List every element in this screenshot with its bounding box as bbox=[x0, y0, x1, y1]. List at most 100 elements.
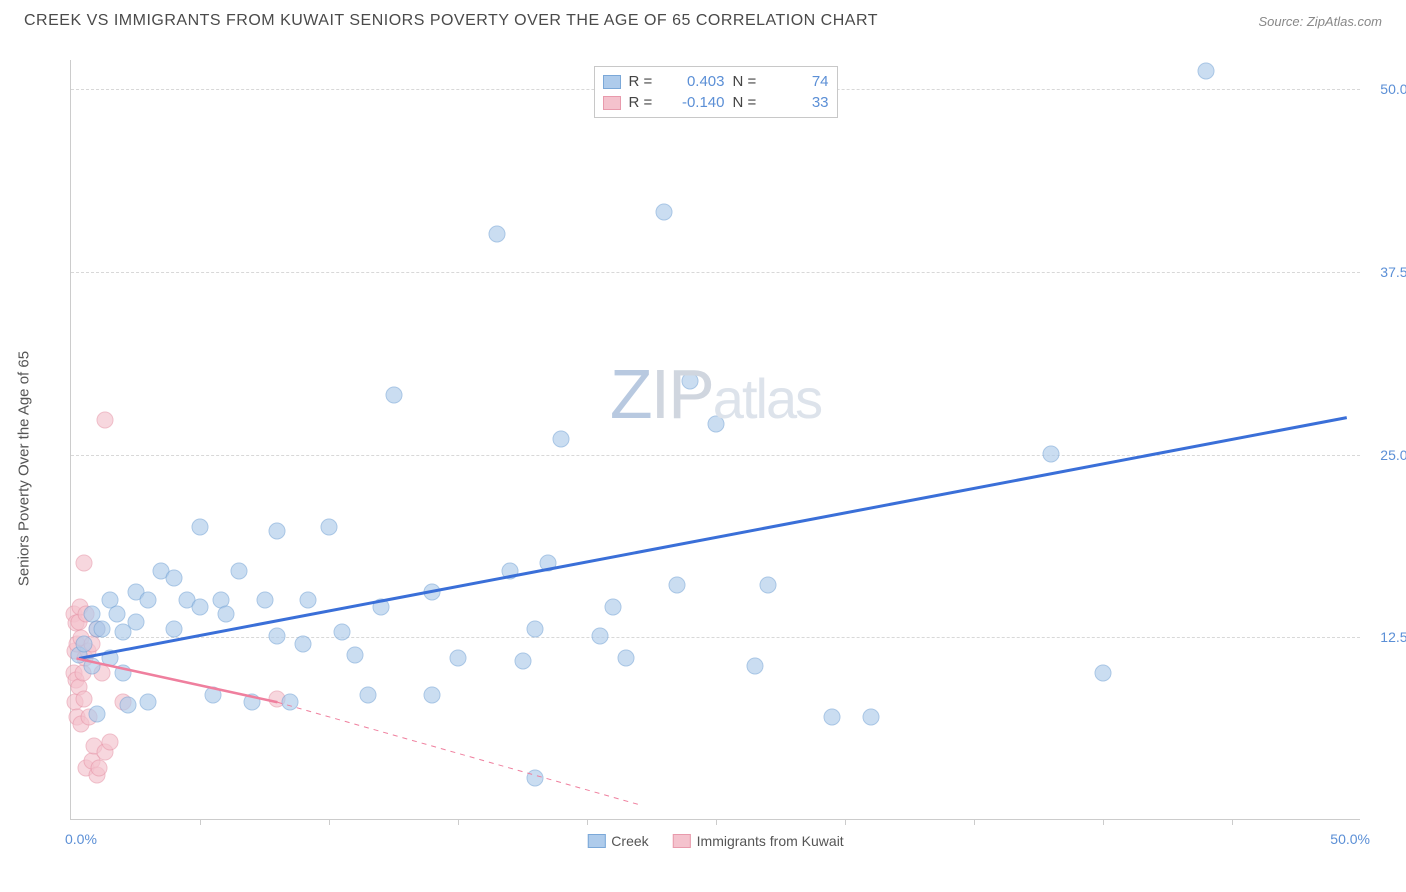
creek-point bbox=[192, 518, 209, 535]
r-label: R = bbox=[629, 94, 659, 111]
plot-area: ZIPatlas R =0.403N =74R =-0.140N =33 Cre… bbox=[70, 60, 1360, 820]
x-tick bbox=[845, 819, 846, 825]
creek-point bbox=[101, 650, 118, 667]
creek-point bbox=[1095, 664, 1112, 681]
creek-point bbox=[759, 577, 776, 594]
creek-point bbox=[824, 708, 841, 725]
creek-point bbox=[1043, 445, 1060, 462]
creek-point bbox=[88, 705, 105, 722]
legend-swatch bbox=[673, 834, 691, 848]
creek-point bbox=[708, 416, 725, 433]
creek-point bbox=[140, 694, 157, 711]
kuwait-point bbox=[91, 759, 108, 776]
creek-point bbox=[119, 697, 136, 714]
creek-point bbox=[114, 664, 131, 681]
creek-point bbox=[192, 599, 209, 616]
creek-point bbox=[300, 591, 317, 608]
x-tick bbox=[587, 819, 588, 825]
creek-point bbox=[746, 657, 763, 674]
creek-point bbox=[553, 431, 570, 448]
gridline bbox=[71, 272, 1360, 273]
source-label: Source: ZipAtlas.com bbox=[1258, 14, 1382, 29]
correlation-legend: R = 0.403 N = 74 R = -0.140 N = 33 bbox=[594, 66, 838, 118]
creek-point bbox=[166, 621, 183, 638]
series-legend: Creek Immigrants from Kuwait bbox=[587, 833, 843, 849]
n-value: 74 bbox=[771, 73, 829, 90]
creek-point bbox=[540, 555, 557, 572]
creek-point bbox=[682, 372, 699, 389]
n-label: N = bbox=[733, 94, 763, 111]
creek-point bbox=[450, 650, 467, 667]
kuwait-point bbox=[75, 555, 92, 572]
creek-point bbox=[359, 686, 376, 703]
legend-swatch bbox=[603, 96, 621, 110]
creek-point bbox=[321, 518, 338, 535]
legend-swatch bbox=[587, 834, 605, 848]
creek-point bbox=[862, 708, 879, 725]
x-tick bbox=[716, 819, 717, 825]
creek-point bbox=[93, 621, 110, 638]
creek-point bbox=[488, 226, 505, 243]
creek-point bbox=[424, 686, 441, 703]
r-value: -0.140 bbox=[667, 94, 725, 111]
r-value: 0.403 bbox=[667, 73, 725, 90]
creek-point bbox=[514, 653, 531, 670]
creek-point bbox=[591, 628, 608, 645]
creek-point bbox=[656, 204, 673, 221]
legend-swatch bbox=[603, 75, 621, 89]
x-tick bbox=[974, 819, 975, 825]
legend-label: Immigrants from Kuwait bbox=[697, 833, 844, 849]
n-label: N = bbox=[733, 73, 763, 90]
creek-point bbox=[75, 635, 92, 652]
creek-point bbox=[109, 606, 126, 623]
creek-point bbox=[527, 621, 544, 638]
legend-item: Creek bbox=[587, 833, 648, 849]
y-tick-label: 12.5% bbox=[1380, 629, 1406, 645]
x-origin-label: 0.0% bbox=[65, 831, 97, 847]
legend-row: R = -0.140 N = 33 bbox=[603, 92, 829, 113]
kuwait-point bbox=[96, 412, 113, 429]
x-tick bbox=[1232, 819, 1233, 825]
creek-point bbox=[243, 694, 260, 711]
creek-point bbox=[372, 599, 389, 616]
x-max-label: 50.0% bbox=[1330, 831, 1370, 847]
x-tick bbox=[200, 819, 201, 825]
r-label: R = bbox=[629, 73, 659, 90]
creek-point bbox=[282, 694, 299, 711]
creek-point bbox=[669, 577, 686, 594]
creek-point bbox=[333, 623, 350, 640]
creek-point bbox=[166, 569, 183, 586]
gridline bbox=[71, 637, 1360, 638]
n-value: 33 bbox=[771, 94, 829, 111]
legend-label: Creek bbox=[611, 833, 648, 849]
creek-point bbox=[617, 650, 634, 667]
creek-point bbox=[527, 770, 544, 787]
kuwait-point bbox=[101, 733, 118, 750]
x-tick bbox=[1103, 819, 1104, 825]
creek-point bbox=[385, 387, 402, 404]
creek-point bbox=[1198, 62, 1215, 79]
legend-row: R = 0.403 N = 74 bbox=[603, 71, 829, 92]
creek-point bbox=[501, 562, 518, 579]
x-tick bbox=[458, 819, 459, 825]
creek-point bbox=[346, 647, 363, 664]
creek-point bbox=[127, 613, 144, 630]
creek-point bbox=[256, 591, 273, 608]
legend-item: Immigrants from Kuwait bbox=[673, 833, 844, 849]
y-tick-label: 50.0% bbox=[1380, 81, 1406, 97]
creek-point bbox=[604, 599, 621, 616]
creek-point bbox=[140, 591, 157, 608]
gridline bbox=[71, 455, 1360, 456]
creek-point bbox=[269, 628, 286, 645]
kuwait-point bbox=[75, 691, 92, 708]
creek-point bbox=[230, 562, 247, 579]
trend-lines bbox=[71, 60, 1360, 819]
creek-point bbox=[269, 523, 286, 540]
y-tick-label: 37.5% bbox=[1380, 264, 1406, 280]
y-tick-label: 25.0% bbox=[1380, 447, 1406, 463]
chart-title: CREEK VS IMMIGRANTS FROM KUWAIT SENIORS … bbox=[24, 12, 878, 30]
creek-point bbox=[204, 686, 221, 703]
creek-point bbox=[217, 606, 234, 623]
creek-point bbox=[295, 635, 312, 652]
creek-point bbox=[83, 657, 100, 674]
